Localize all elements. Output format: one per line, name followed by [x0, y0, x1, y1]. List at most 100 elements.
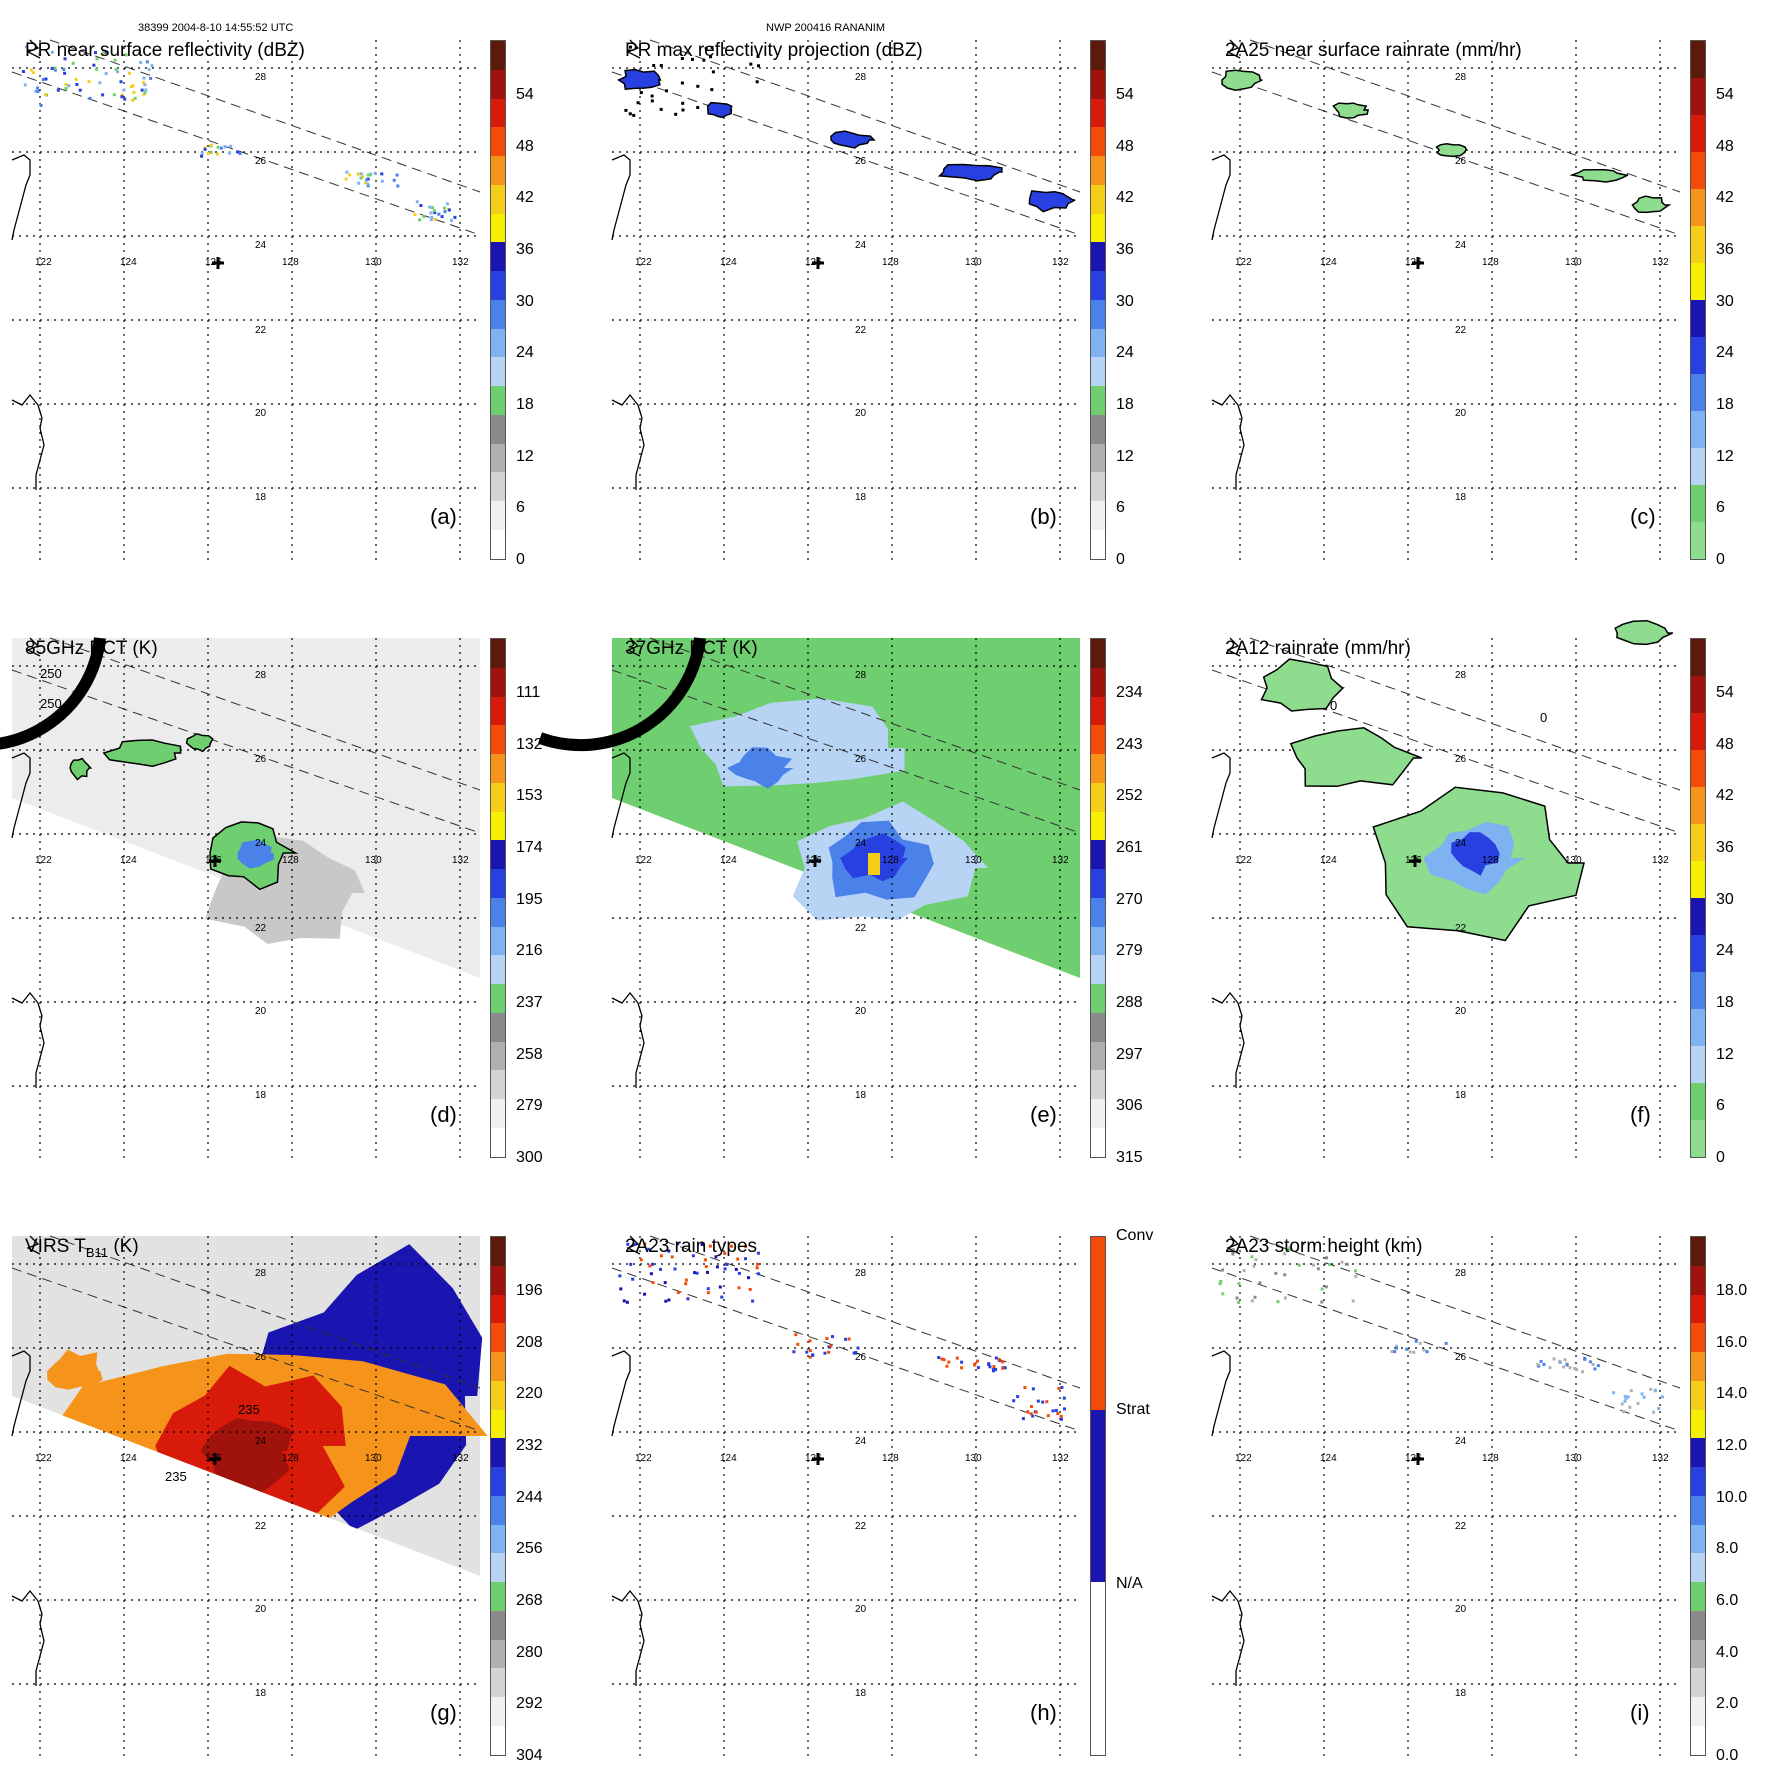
rain-echo — [74, 77, 78, 81]
colorbar-segment — [1691, 1524, 1705, 1554]
lon-label: 122 — [1235, 855, 1252, 866]
colorbar-tick-label: 10.0 — [1716, 1488, 1748, 1506]
storm-height-pixel — [1354, 1269, 1357, 1273]
storm-height-pixel — [1552, 1357, 1556, 1361]
colorbar-segment — [491, 357, 505, 387]
swath-edge-line — [49, 1235, 481, 1389]
rain-type-pixel — [1021, 1417, 1025, 1421]
lat-label: 24 — [255, 1436, 267, 1447]
colorbar-segment — [491, 1697, 505, 1727]
storm-height-pixel — [1252, 1264, 1256, 1268]
colorbar-segment — [1091, 725, 1105, 755]
storm-height-pixel — [1642, 1395, 1646, 1399]
colorbar-segment — [1691, 1237, 1705, 1266]
lat-label: 20 — [255, 1604, 267, 1615]
colorbar-tick-label: 42 — [1716, 787, 1734, 805]
colorbar-segment — [1091, 213, 1105, 243]
echo-contour — [665, 89, 668, 93]
rain-echo — [203, 147, 207, 151]
storm-height-pixel — [1312, 1242, 1316, 1246]
panel-title-text: 2A23 storm height (km) — [1225, 1236, 1423, 1257]
colorbar-segment — [491, 926, 505, 956]
colorbar-segment — [491, 1495, 505, 1525]
storm-height-pixel — [1340, 1260, 1344, 1264]
contour-label: 250 — [40, 696, 62, 711]
colorbar-tick-label: 4.0 — [1716, 1643, 1739, 1661]
rain-area — [1435, 142, 1469, 158]
colorbar-tick-label: 8.0 — [1716, 1540, 1739, 1558]
coastline — [611, 39, 645, 490]
colorbar-segment — [491, 897, 505, 927]
panel-title-text: 2A12 rainrate (mm/hr) — [1225, 638, 1411, 659]
rain-echo — [365, 178, 369, 182]
rain-type-pixel — [720, 1295, 724, 1299]
panel-label: (d) — [430, 1102, 457, 1127]
rain-echo — [445, 202, 449, 206]
colorbar-segment — [491, 1237, 505, 1266]
rain-echo — [87, 80, 91, 84]
rain-type-pixel — [723, 1251, 727, 1255]
echo-contour — [704, 46, 708, 50]
rain-type-pixel — [619, 1287, 623, 1291]
colorbar-segment — [491, 1582, 505, 1611]
rain-echo — [209, 143, 213, 147]
lon-label: 128 — [1482, 257, 1499, 268]
rain-echo — [124, 53, 128, 57]
map-c: 122 124 126 128 130 132 28 26 24 22 20 18 — [1211, 39, 1681, 560]
colorbar-tick-label: 36 — [1716, 839, 1734, 856]
colorbar-segment — [1091, 1099, 1105, 1129]
colorbar-segment — [491, 1467, 505, 1496]
colorbar-tick-label: 0 — [1716, 551, 1725, 568]
lat-label: 20 — [1455, 1006, 1467, 1017]
rain-type-pixel — [1054, 1409, 1058, 1412]
rain-echo — [223, 145, 227, 149]
rain-echo — [31, 71, 35, 74]
colorbar-tick-label: 132 — [516, 735, 543, 753]
colorbar-tick-label: 0 — [516, 551, 525, 568]
lat-label: 22 — [1455, 923, 1467, 934]
panel-e: 122 124 126 128 130 132 28 26 24 22 20 18 37GHz PCT … — [537, 598, 1200, 1178]
rain-echo — [149, 76, 153, 80]
lon-label: 130 — [1565, 257, 1582, 268]
colorbar-segment — [1091, 840, 1105, 870]
colorbar-segment — [491, 414, 505, 444]
storm-height-pixel — [1425, 1350, 1429, 1354]
lon-label: 128 — [882, 855, 899, 866]
storm-height-pixel — [1640, 1392, 1644, 1396]
storm-height-pixel — [1395, 1346, 1399, 1350]
rain-type-pixel — [715, 1265, 719, 1269]
colorbar-tick-label: Conv — [1116, 1227, 1154, 1244]
lat-label: 26 — [855, 754, 867, 765]
panel-title: PR max reflectivity projection (dBZ) — [625, 40, 923, 62]
lat-label: 24 — [255, 838, 267, 849]
storm-height-pixel — [1231, 1248, 1235, 1252]
colorbar-segment — [491, 869, 505, 898]
storm-center-marker — [812, 257, 824, 269]
rain-type-pixel — [633, 1242, 637, 1246]
colorbar-tick-label: 232 — [516, 1437, 543, 1454]
lat-label: 24 — [855, 240, 867, 251]
colorbar-tick-label: 0.0 — [1716, 1747, 1739, 1764]
rain-echo — [64, 87, 68, 90]
echo-contour — [674, 112, 678, 116]
colorbar-segment — [491, 1294, 505, 1324]
contour-label: 250 — [40, 666, 62, 681]
colorbar-segment — [491, 1352, 505, 1381]
storm-center-marker — [1409, 855, 1421, 867]
storm-center-marker — [1412, 1453, 1424, 1465]
panel-title-text: 37GHz PCT (K) — [625, 638, 758, 659]
rain-echo — [113, 58, 117, 62]
lat-label: 18 — [255, 492, 267, 503]
lat-label: 28 — [855, 1268, 867, 1279]
lon-label: 126 — [205, 855, 222, 866]
rain-type-pixel — [960, 1360, 964, 1364]
rain-echo — [348, 173, 352, 177]
rain-echo — [368, 173, 372, 177]
lon-label: 130 — [1565, 855, 1582, 866]
rain-core — [1451, 832, 1500, 876]
rain-echo — [344, 177, 348, 181]
rain-echo — [238, 152, 242, 155]
rain-echo — [112, 93, 116, 97]
lat-label: 18 — [855, 1090, 867, 1101]
coastline — [1211, 39, 1245, 490]
